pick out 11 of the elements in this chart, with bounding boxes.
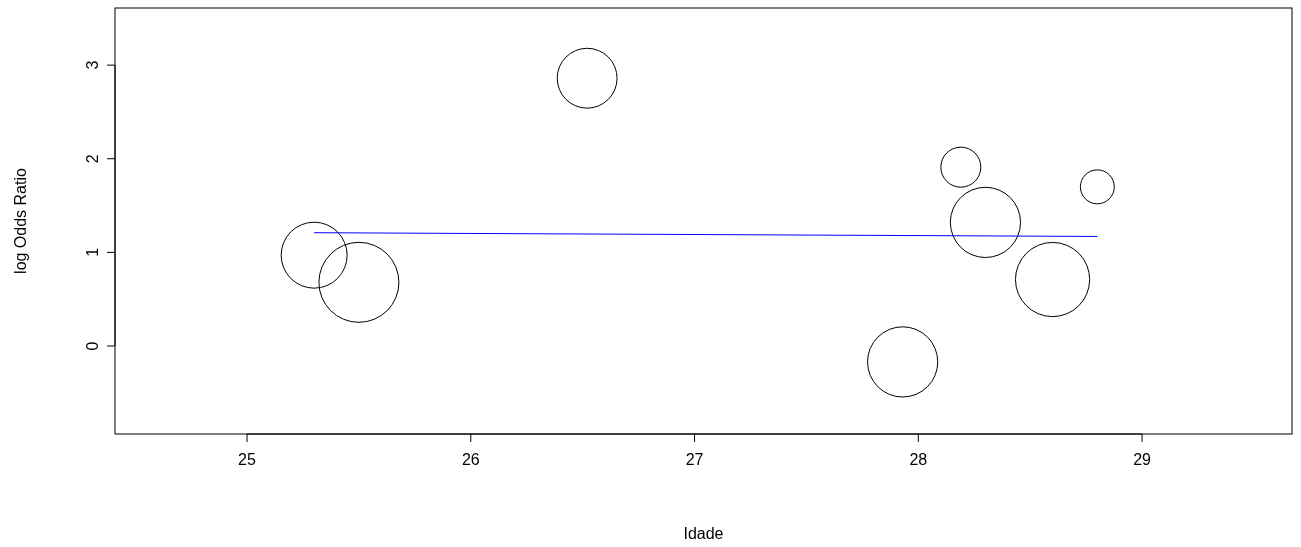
y-tick-label: 2: [84, 154, 101, 164]
x-tick-label: 29: [1133, 451, 1152, 468]
y-tick-label: 1: [84, 247, 101, 257]
y-tick-label: 3: [84, 60, 101, 70]
x-tick-label: 25: [238, 451, 257, 468]
x-tick-label: 27: [685, 451, 704, 468]
y-axis-title: log Odds Ratio: [12, 167, 29, 274]
x-tick-label: 28: [909, 451, 928, 468]
y-tick-label: 0: [84, 341, 101, 351]
x-tick-label: 26: [461, 451, 480, 468]
x-axis-title: Idade: [683, 525, 724, 542]
